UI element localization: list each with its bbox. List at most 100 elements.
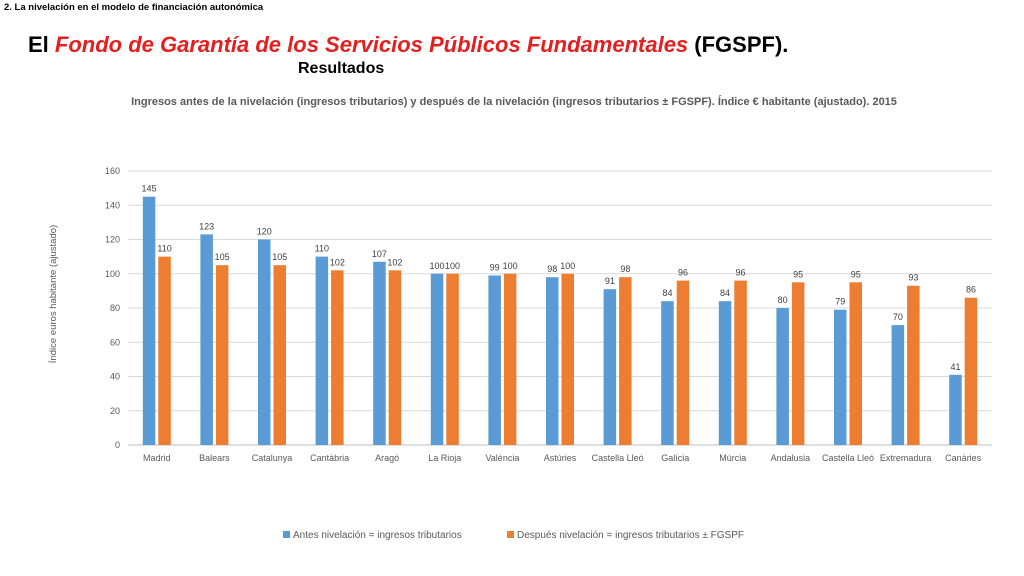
data-label: 79 (835, 297, 845, 307)
section-label: 2. La nivelación en el modelo de financi… (4, 2, 264, 13)
x-category-label: Astúries (544, 453, 577, 463)
bar-after (619, 277, 632, 445)
slide-subtitle: Resultados (298, 60, 385, 77)
data-label: 99 (490, 262, 500, 272)
bar-before (200, 234, 213, 445)
data-label: 95 (851, 269, 861, 279)
title-prefix: El (28, 32, 55, 57)
data-label: 41 (950, 362, 960, 372)
bar-before (488, 275, 501, 445)
x-category-label: Catalunya (252, 453, 293, 463)
data-label: 80 (778, 295, 788, 305)
data-label: 107 (372, 249, 387, 259)
data-label: 100 (430, 261, 445, 271)
x-category-label: Madrid (143, 453, 171, 463)
data-label: 86 (966, 285, 976, 295)
legend-swatch-after (507, 531, 514, 538)
bar-after (388, 270, 402, 445)
x-category-label: Múrcia (719, 453, 746, 463)
y-tick-label: 0 (115, 440, 120, 450)
data-label: 100 (560, 261, 575, 271)
x-category-label: Balears (199, 453, 230, 463)
bar-after (849, 282, 862, 445)
data-label: 93 (908, 273, 918, 283)
bar-after (561, 273, 574, 445)
x-category-label: Andalusia (771, 453, 811, 463)
bar-before (315, 256, 329, 445)
y-tick-label: 80 (110, 303, 120, 313)
y-axis-title: Índice euros habitante (ajustado) (48, 225, 59, 363)
data-label: 95 (793, 269, 803, 279)
slide-title: El Fondo de Garantía de los Servicios Pú… (28, 32, 788, 58)
bar-after (676, 280, 690, 445)
bar-after (907, 285, 920, 445)
bar-after (446, 273, 459, 445)
data-label: 120 (257, 227, 272, 237)
data-label: 102 (330, 257, 345, 267)
data-label: 105 (272, 252, 287, 262)
title-suffix: (FGSPF). (688, 32, 789, 57)
bar-after (964, 297, 978, 445)
bar-before (891, 325, 905, 445)
data-label: 100 (445, 261, 460, 271)
bar-before (661, 301, 674, 445)
y-axis-ticks: 0 20 40 60 80 100 120 140 160 (105, 166, 120, 450)
data-label: 110 (315, 244, 329, 254)
bar-after (273, 265, 286, 445)
bar-before (373, 261, 386, 445)
data-label: 98 (620, 264, 630, 274)
x-category-label: Castella Lleó (822, 453, 874, 463)
y-tick-label: 100 (105, 269, 120, 279)
legend: Antes nivelación = ingresos tributarios D… (283, 530, 744, 541)
bar-after (158, 256, 171, 445)
bar-before (142, 196, 156, 445)
data-label: 100 (503, 261, 518, 271)
bar-before (430, 273, 444, 445)
data-label: 84 (720, 288, 730, 298)
data-label: 96 (678, 268, 688, 278)
x-category-label: Aragó (375, 453, 399, 463)
bar-after (331, 270, 344, 445)
data-label: 105 (215, 252, 230, 262)
y-tick-label: 20 (110, 406, 120, 416)
bar-after (734, 280, 747, 445)
data-label: 91 (605, 276, 615, 286)
x-category-label: La Rioja (428, 453, 461, 463)
title-highlight: Fondo de Garantía de los Servicios Públi… (54, 32, 689, 57)
x-category-label: Castella Lleó (592, 453, 644, 463)
legend-label: Después nivelación = ingresos tributario… (517, 530, 744, 541)
bar-before (546, 277, 559, 445)
gridlines (128, 170, 992, 446)
data-label: 102 (387, 257, 402, 267)
bar-before (949, 374, 962, 445)
chart-title: Ingresos antes de la nivelación (ingreso… (131, 95, 897, 108)
bars (142, 196, 978, 445)
data-label: 110 (157, 244, 171, 254)
x-category-label: València (485, 453, 519, 463)
x-category-label: Canàries (945, 453, 982, 463)
bar-before (718, 301, 732, 445)
bar-before (603, 289, 617, 445)
y-tick-label: 120 (105, 235, 120, 245)
data-label: 70 (893, 312, 903, 322)
x-category-label: Galícia (661, 453, 689, 463)
legend-label: Antes nivelación = ingresos tributarios (293, 530, 462, 541)
x-category-label: Cantàbria (310, 453, 349, 463)
x-axis-categories: Madrid Balears Catalunya Cantàbria Aragó La R… (143, 453, 982, 463)
data-label: 98 (547, 264, 557, 274)
bar-before (258, 239, 271, 445)
bar-before (776, 308, 789, 445)
bar-after (215, 265, 229, 445)
data-label: 145 (142, 184, 157, 194)
y-tick-label: 140 (105, 200, 120, 210)
y-tick-label: 160 (105, 166, 120, 176)
bar-after (791, 282, 805, 445)
data-label: 96 (736, 268, 746, 278)
data-label: 123 (199, 221, 214, 231)
y-tick-label: 60 (110, 337, 120, 347)
y-tick-label: 40 (110, 372, 120, 382)
data-label: 84 (662, 288, 672, 298)
legend-swatch-before (283, 531, 290, 538)
